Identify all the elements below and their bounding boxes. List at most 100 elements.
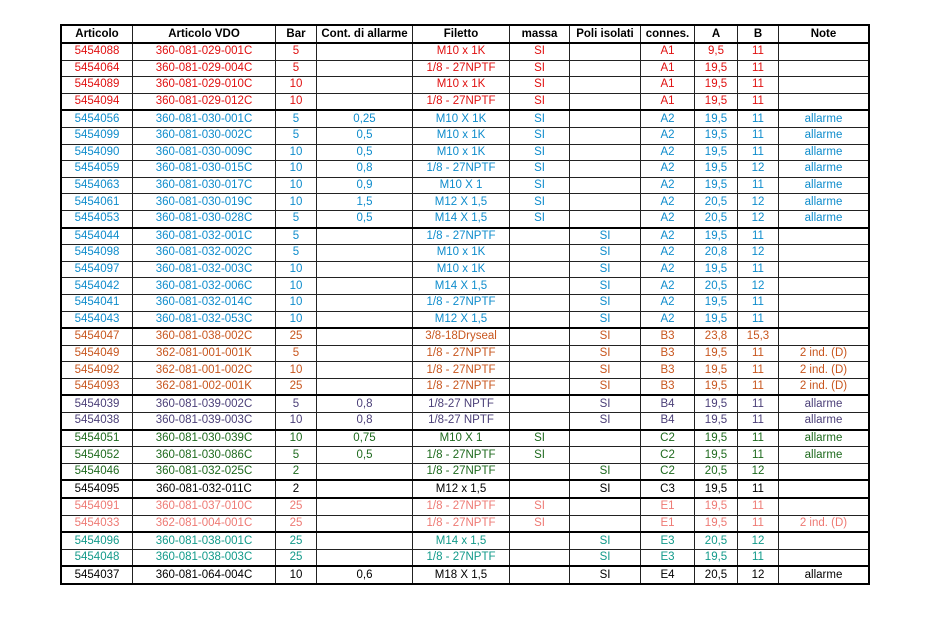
- cell-note: 2 ind. (D): [778, 377, 870, 396]
- cell-poli-isolati: SI: [569, 531, 641, 550]
- cell-note: allarme: [778, 160, 870, 178]
- cell-filetto: 1/8-27 NPTF: [412, 394, 510, 414]
- header-bar: Bar: [275, 24, 317, 44]
- cell-bar: 5: [275, 394, 317, 414]
- cell-connes: C3: [640, 479, 695, 499]
- cell-articolo-vdo: 360-081-038-002C: [132, 327, 276, 346]
- cell-cont-allarme: 0,8: [316, 394, 413, 414]
- cell-b: 11: [737, 126, 779, 145]
- cell-filetto: 1/8 - 27NPTF: [412, 344, 510, 363]
- cell-b: 11: [737, 344, 779, 363]
- cell-articolo: 5454089: [60, 76, 133, 94]
- cell-cont-allarme: [316, 462, 413, 481]
- cell-filetto: M12 x 1,5: [412, 479, 510, 499]
- cell-articolo: 5454041: [60, 293, 133, 312]
- cell-filetto: 3/8-18Dryseal: [412, 327, 510, 346]
- cell-articolo: 5454051: [60, 428, 133, 448]
- cell-bar: 25: [275, 531, 317, 550]
- cell-cont-allarme: [316, 514, 413, 533]
- cell-articolo-vdo: 360-081-032-025C: [132, 462, 276, 481]
- cell-cont-allarme: [316, 92, 413, 111]
- cell-b: 11: [737, 412, 779, 431]
- cell-articolo-vdo: 360-081-032-003C: [132, 260, 276, 279]
- cell-a: 19,5: [694, 76, 738, 94]
- cell-massa: [509, 361, 570, 379]
- cell-articolo-vdo: 360-081-029-001C: [132, 42, 276, 61]
- table-row: 5454052 360-081-030-086C 5 0,5 1/8 - 27NPTF S…: [60, 446, 870, 464]
- cell-bar: 25: [275, 377, 317, 396]
- cell-note: [778, 244, 870, 262]
- cell-note: allarme: [778, 126, 870, 145]
- cell-bar: 10: [275, 193, 317, 211]
- cell-note: [778, 92, 870, 111]
- cell-filetto: 1/8 - 27NPTF: [412, 160, 510, 178]
- cell-a: 20,5: [694, 193, 738, 211]
- cell-filetto: 1/8 - 27NPTF: [412, 59, 510, 78]
- table-row: 5454064 360-081-029-004C 5 1/8 - 27NPTF SI A1…: [60, 59, 870, 78]
- cell-articolo: 5454059: [60, 160, 133, 178]
- cell-cont-allarme: 0,75: [316, 428, 413, 448]
- cell-cont-allarme: 0,6: [316, 565, 413, 585]
- table-row: 5454091 360-081-037-010C 25 1/8 - 27NPTF SI E…: [60, 497, 870, 516]
- cell-articolo: 5454048: [60, 548, 133, 567]
- cell-a: 19,5: [694, 126, 738, 145]
- table-row: 5454049 362-081-001-001K 5 1/8 - 27NPTF SI B3…: [60, 344, 870, 363]
- cell-poli-isolati: SI: [569, 394, 641, 414]
- cell-cont-allarme: [316, 260, 413, 279]
- header-filetto: Filetto: [412, 24, 510, 44]
- cell-note: allarme: [778, 394, 870, 414]
- cell-filetto: M10 x 1K: [412, 143, 510, 162]
- cell-cont-allarme: [316, 59, 413, 78]
- cell-bar: 10: [275, 293, 317, 312]
- cell-connes: A2: [640, 109, 695, 128]
- cell-articolo: 5454093: [60, 377, 133, 396]
- cell-articolo-vdo: 360-081-038-001C: [132, 531, 276, 550]
- cell-poli-isolati: [569, 514, 641, 533]
- cell-a: 19,5: [694, 143, 738, 162]
- cell-bar: 5: [275, 344, 317, 363]
- cell-articolo: 5454063: [60, 176, 133, 195]
- cell-a: 19,5: [694, 428, 738, 448]
- cell-cont-allarme: 0,5: [316, 126, 413, 145]
- cell-filetto: M10 x 1K: [412, 76, 510, 94]
- cell-a: 19,5: [694, 260, 738, 279]
- cell-connes: C2: [640, 462, 695, 481]
- cell-filetto: M14 X 1,5: [412, 277, 510, 295]
- cell-b: 11: [737, 394, 779, 414]
- cell-massa: [509, 412, 570, 431]
- cell-articolo: 5454096: [60, 531, 133, 550]
- cell-b: 11: [737, 310, 779, 329]
- cell-a: 20,5: [694, 209, 738, 229]
- cell-connes: A2: [640, 293, 695, 312]
- cell-b: 11: [737, 428, 779, 448]
- cell-b: 11: [737, 226, 779, 246]
- cell-massa: [509, 310, 570, 329]
- cell-articolo-vdo: 360-081-064-004C: [132, 565, 276, 585]
- cell-massa: SI: [509, 193, 570, 211]
- cell-bar: 2: [275, 462, 317, 481]
- cell-a: 19,5: [694, 59, 738, 78]
- cell-poli-isolati: SI: [569, 548, 641, 567]
- cell-poli-isolati: [569, 176, 641, 195]
- table-row: 5454047 360-081-038-002C 25 3/8-18Dryseal SI…: [60, 327, 870, 346]
- cell-note: [778, 59, 870, 78]
- table-row: 5454099 360-081-030-002C 5 0,5 M10 x 1K SI A2 1…: [60, 126, 870, 145]
- header-articolo: Articolo: [60, 24, 133, 44]
- cell-filetto: 1/8 - 27NPTF: [412, 226, 510, 246]
- cell-articolo-vdo: 360-081-030-039C: [132, 428, 276, 448]
- cell-filetto: M12 X 1,5: [412, 310, 510, 329]
- cell-massa: SI: [509, 42, 570, 61]
- cell-filetto: M18 X 1,5: [412, 565, 510, 585]
- table-row: 5454043 360-081-032-053C 10 M12 X 1,5 SI A2 19…: [60, 310, 870, 329]
- cell-articolo-vdo: 360-081-030-086C: [132, 446, 276, 464]
- cell-articolo: 5454064: [60, 59, 133, 78]
- header-a: A: [694, 24, 738, 44]
- cell-poli-isolati: [569, 126, 641, 145]
- cell-poli-isolati: [569, 76, 641, 94]
- cell-connes: E1: [640, 497, 695, 516]
- cell-a: 19,5: [694, 361, 738, 379]
- cell-filetto: 1/8 - 27NPTF: [412, 377, 510, 396]
- table-row: 5454042 360-081-032-006C 10 M14 X 1,5 SI A2 20…: [60, 277, 870, 295]
- cell-poli-isolati: SI: [569, 277, 641, 295]
- cell-articolo-vdo: 360-081-032-002C: [132, 244, 276, 262]
